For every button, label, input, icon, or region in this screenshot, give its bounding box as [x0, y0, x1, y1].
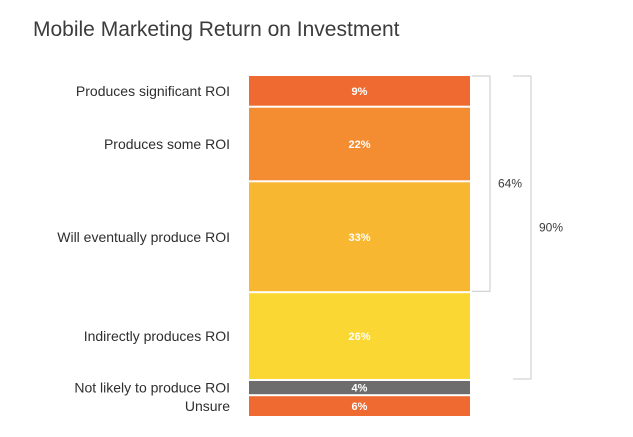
bar-segment-2 [249, 107, 470, 181]
category-label-6: Unsure [185, 398, 230, 414]
bracket-2 [513, 75, 532, 380]
value-label-5: 4% [352, 383, 368, 395]
value-label-1: 9% [352, 86, 368, 98]
category-labels-group: Produces significant ROI Produces some RO… [57, 83, 230, 414]
value-label-3: 33% [348, 232, 370, 244]
category-label-3: Will eventually produce ROI [57, 229, 230, 245]
bracket-label-1: 64% [498, 177, 522, 191]
chart-title: Mobile Marketing Return on Investment [33, 18, 400, 41]
value-label-6: 6% [352, 401, 368, 413]
bar-segment-5 [249, 381, 470, 395]
brackets-group: 64% 90% [472, 75, 563, 380]
bracket-label-2: 90% [539, 221, 563, 235]
value-labels-group: 9% 22% 33% 26% 4% 6% [348, 86, 370, 413]
category-label-4: Indirectly produces ROI [84, 328, 230, 344]
segments-group [249, 76, 470, 416]
category-label-2: Produces some ROI [104, 136, 230, 152]
bracket-1 [472, 75, 491, 292]
bar-segment-4 [249, 293, 470, 379]
bar-segment-6 [249, 396, 470, 416]
value-label-2: 22% [348, 139, 370, 151]
bar-segment-3 [249, 182, 470, 292]
category-label-5: Not likely to produce ROI [74, 380, 230, 396]
bar-segment-1 [249, 76, 470, 106]
category-label-1: Produces significant ROI [76, 83, 230, 99]
value-label-4: 26% [348, 331, 370, 343]
